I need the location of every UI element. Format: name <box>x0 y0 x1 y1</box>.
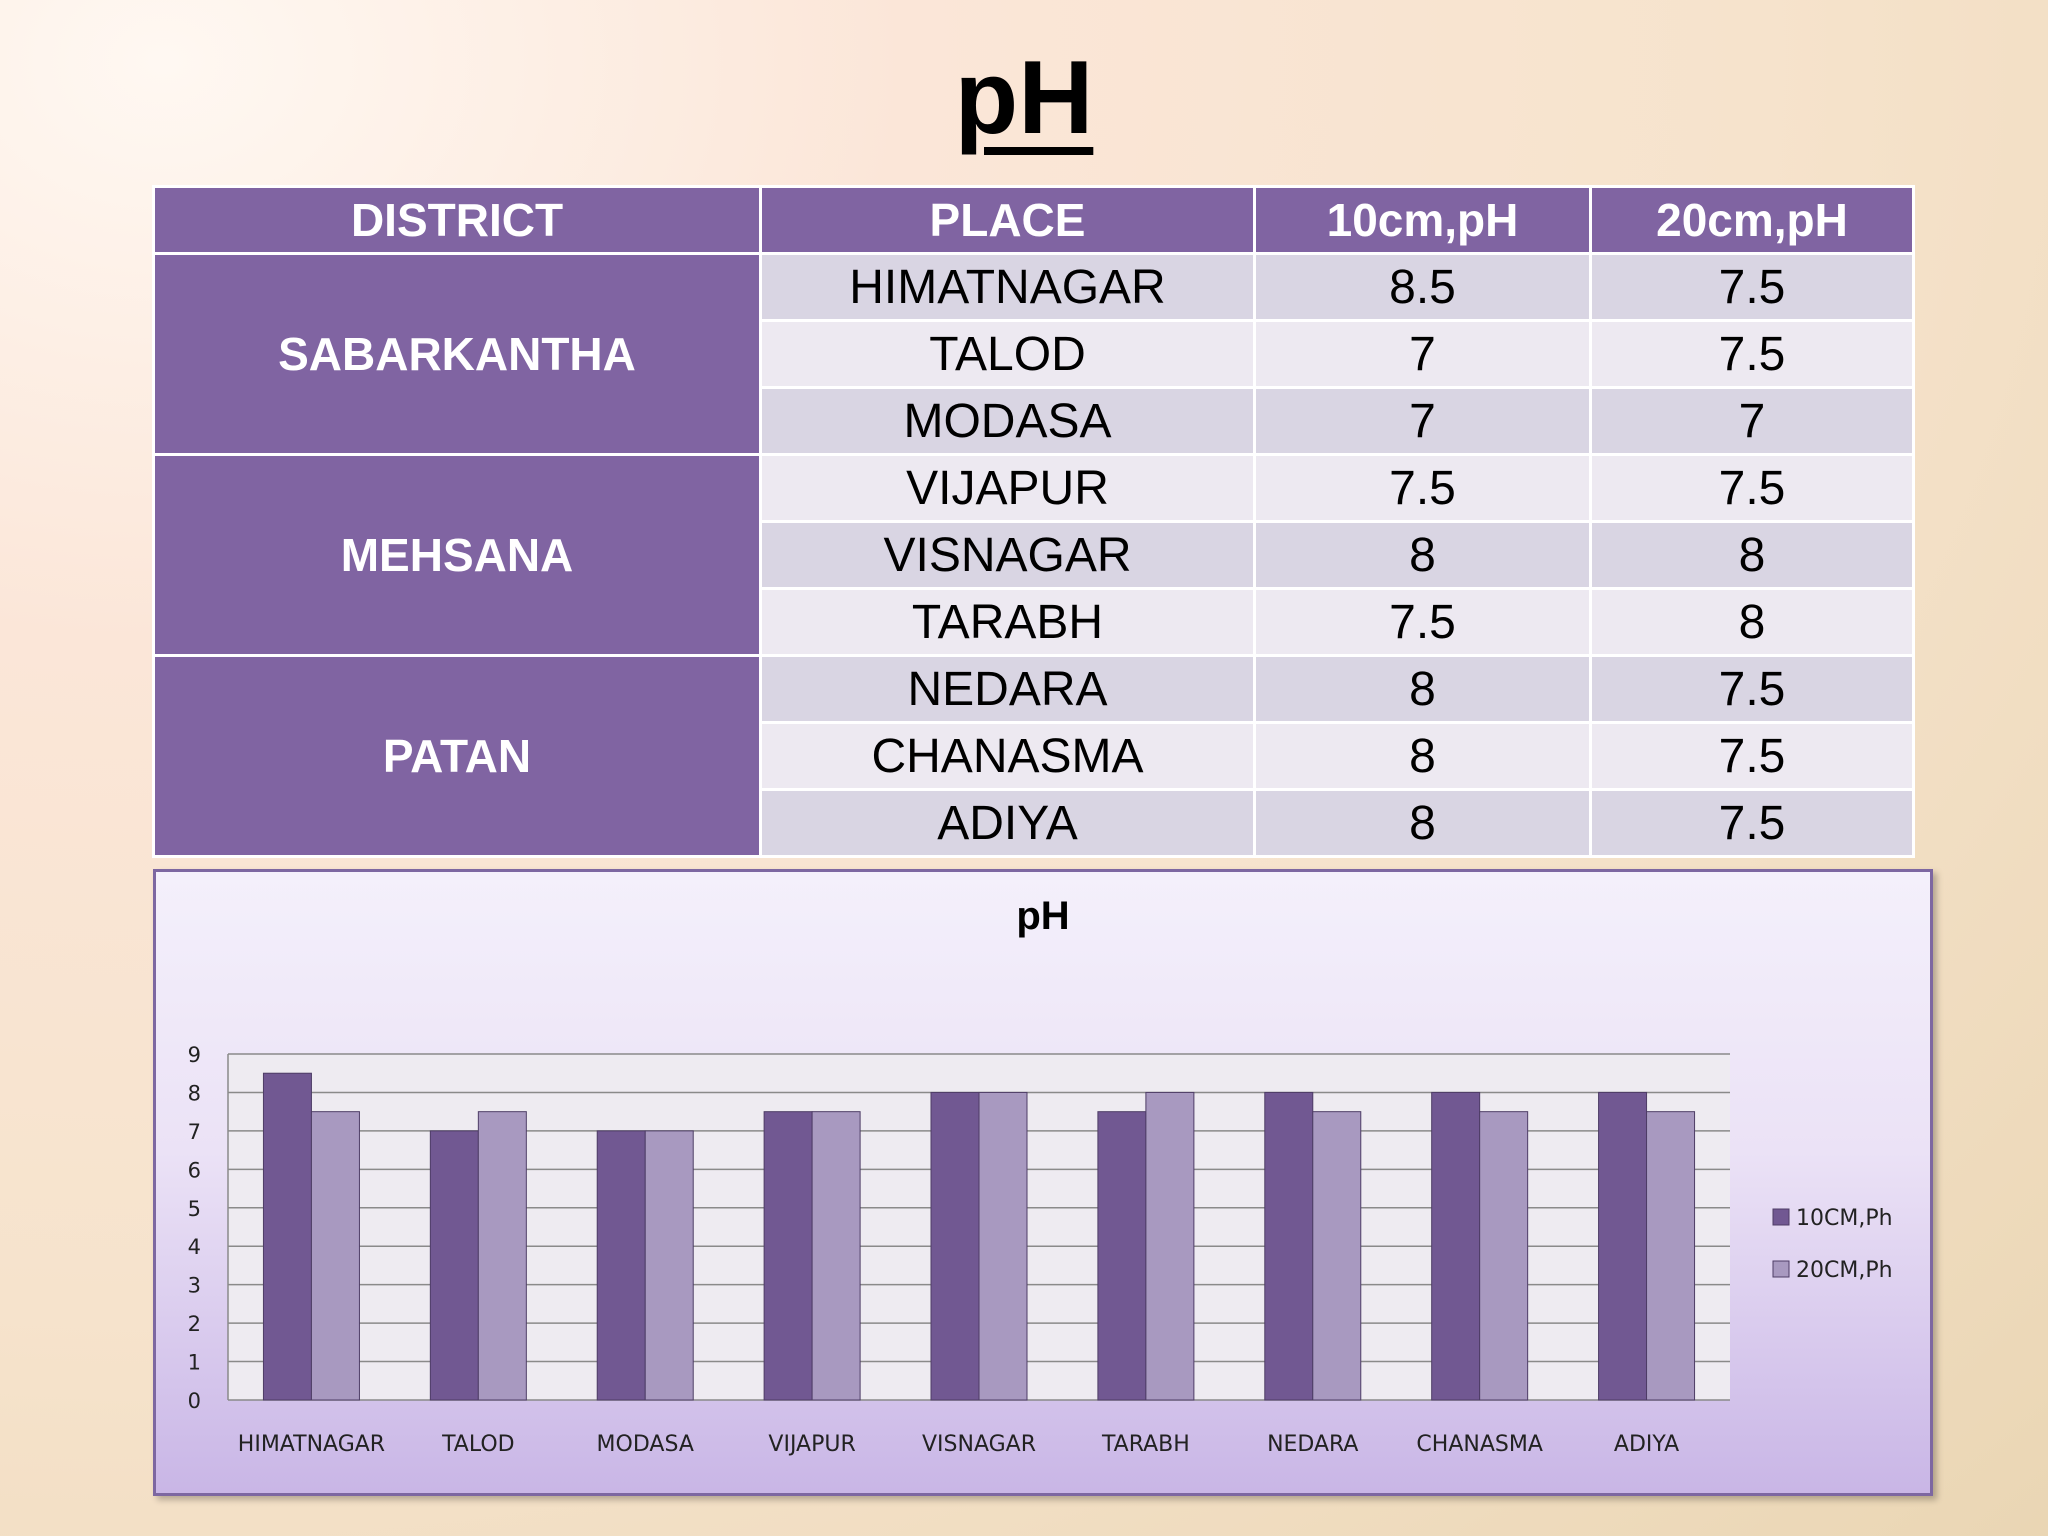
bar-20cm <box>811 1111 861 1401</box>
y-tick-label: 7 <box>188 1120 201 1144</box>
header-10cm-ph: 10cm,pH <box>1253 185 1592 255</box>
place-cell: TALOD <box>759 319 1256 389</box>
place-cell: VISNAGAR <box>759 520 1256 590</box>
bar-10cm <box>1431 1091 1481 1401</box>
table-row: MEHSANA VIJAPUR 7.5 7.5 <box>152 453 1915 657</box>
bar-20cm <box>477 1111 527 1401</box>
place-cell: TARABH <box>759 587 1256 657</box>
bar-10cm <box>1097 1111 1147 1401</box>
bar-10cm <box>429 1130 479 1401</box>
ph-10cm-cell: 7.5 <box>1253 587 1592 657</box>
x-tick-label: TARABH <box>1101 1432 1190 1457</box>
place-cell: VIJAPUR <box>759 453 1256 523</box>
x-tick-label: TALOD <box>441 1432 515 1457</box>
bar-20cm <box>310 1111 360 1401</box>
table-row: ADIYA 8 7.5 <box>154 788 1915 858</box>
bar-10cm <box>930 1091 980 1401</box>
y-tick-label: 4 <box>188 1235 201 1259</box>
legend-label: 10CM,Ph <box>1796 1206 1893 1231</box>
header-district: DISTRICT <box>152 185 762 255</box>
header-20cm-ph: 20cm,pH <box>1589 185 1915 255</box>
ph-20cm-cell: 7 <box>1589 386 1915 456</box>
table-row: MODASA 7 7 <box>154 386 1915 456</box>
ph-20cm-cell: 7.5 <box>1589 788 1915 858</box>
y-tick-label: 1 <box>188 1351 201 1375</box>
legend-swatch <box>1772 1260 1790 1278</box>
table-row: PATAN NEDARA 8 7.5 <box>152 654 1915 858</box>
slide-title: pH <box>0 38 2048 158</box>
table-row: TARABH 7.5 8 <box>154 587 1915 657</box>
ph-10cm-cell: 8 <box>1253 788 1592 858</box>
x-tick-label: ADIYA <box>1614 1432 1679 1457</box>
ph-20cm-cell: 7.5 <box>1589 721 1915 791</box>
x-tick-label: MODASA <box>597 1432 694 1457</box>
table-row: TALOD 7 7.5 <box>154 319 1915 389</box>
x-tick-label: HIMATNAGAR <box>238 1432 385 1457</box>
bar-10cm <box>262 1072 312 1401</box>
y-tick-label: 6 <box>188 1158 201 1182</box>
table-row: CHANASMA 8 7.5 <box>154 721 1915 791</box>
x-tick-label: VIJAPUR <box>768 1432 855 1457</box>
ph-10cm-cell: 7.5 <box>1253 453 1592 523</box>
bar-20cm <box>644 1130 694 1401</box>
bar-10cm <box>763 1111 813 1401</box>
ph-20cm-cell: 7.5 <box>1589 654 1915 724</box>
ph-20cm-cell: 7.5 <box>1589 319 1915 389</box>
chart-title: pH <box>1016 894 1069 938</box>
y-tick-label: 2 <box>188 1312 201 1336</box>
x-tick-label: NEDARA <box>1267 1432 1358 1457</box>
table-row: VISNAGAR 8 8 <box>154 520 1915 590</box>
bar-20cm <box>1646 1111 1696 1401</box>
bar-10cm <box>1598 1091 1648 1401</box>
ph-20cm-cell: 7.5 <box>1589 453 1915 523</box>
x-tick-label: VISNAGAR <box>922 1432 1036 1457</box>
ph-10cm-cell: 8 <box>1253 721 1592 791</box>
bar-20cm <box>1145 1091 1195 1401</box>
place-cell: HIMATNAGAR <box>759 252 1256 322</box>
ph-bar-chart: pH 0 1 2 3 4 5 6 7 8 9 HIMATNAGAR TALOD MODASA VIJAPUR… <box>188 894 1893 1457</box>
bar-10cm <box>1264 1091 1314 1401</box>
x-tick-label: CHANASMA <box>1416 1432 1542 1457</box>
y-tick-label: 8 <box>188 1081 201 1105</box>
ph-10cm-cell: 7 <box>1253 386 1592 456</box>
chart-panel: pH 0 1 2 3 4 5 6 7 8 9 HIMATNAGAR TALOD MODASA VIJAPUR… <box>153 869 1933 1496</box>
legend-swatch <box>1772 1208 1790 1226</box>
ph-10cm-cell: 8.5 <box>1253 252 1592 322</box>
y-tick-label: 5 <box>188 1197 201 1221</box>
y-tick-label: 9 <box>188 1043 201 1067</box>
bar-20cm <box>1312 1111 1362 1401</box>
ph-10cm-cell: 8 <box>1253 654 1592 724</box>
district-cell: SABARKANTHA <box>152 252 762 456</box>
y-tick-label: 0 <box>188 1389 201 1413</box>
legend-label: 20CM,Ph <box>1796 1258 1893 1283</box>
table-header-row: DISTRICT PLACE 10cm,pH 20cm,pH <box>152 185 1915 255</box>
ph-table: DISTRICT PLACE 10cm,pH 20cm,pH SABARKANT… <box>152 185 1915 858</box>
district-cell: MEHSANA <box>152 453 762 657</box>
bar-20cm <box>978 1091 1028 1401</box>
ph-10cm-cell: 7 <box>1253 319 1592 389</box>
place-cell: NEDARA <box>759 654 1256 724</box>
district-cell: PATAN <box>152 654 762 858</box>
ph-20cm-cell: 8 <box>1589 520 1915 590</box>
ph-20cm-cell: 8 <box>1589 587 1915 657</box>
place-cell: CHANASMA <box>759 721 1256 791</box>
bar-10cm <box>596 1130 646 1401</box>
table-row: SABARKANTHA HIMATNAGAR 8.5 7.5 <box>152 252 1915 456</box>
header-place: PLACE <box>759 185 1256 255</box>
slide-title-text: pH <box>954 40 1094 156</box>
ph-20cm-cell: 7.5 <box>1589 252 1915 322</box>
y-tick-label: 3 <box>188 1274 201 1298</box>
place-cell: ADIYA <box>759 788 1256 858</box>
bar-20cm <box>1479 1111 1529 1401</box>
place-cell: MODASA <box>759 386 1256 456</box>
ph-10cm-cell: 8 <box>1253 520 1592 590</box>
